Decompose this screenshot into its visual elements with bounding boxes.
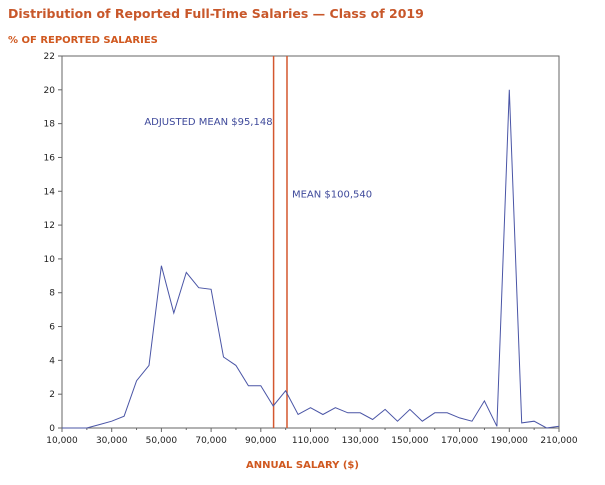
x-tick-label: 50,000 [146, 436, 178, 446]
reference-lines: ADJUSTED MEAN $95,148 MEAN $100,540 [144, 56, 372, 428]
x-tick-label: 90,000 [245, 436, 277, 446]
y-tick-label: 14 [44, 187, 56, 197]
y-tick-label: 22 [44, 52, 55, 62]
y-axis-label: % OF REPORTED SALARIES [8, 35, 158, 46]
y-tick-label: 16 [44, 153, 56, 163]
y-tick-label: 18 [44, 120, 56, 130]
x-tick-label: 210,000 [540, 436, 577, 446]
x-tick-label: 30,000 [96, 436, 128, 446]
plot-area-frame [61, 55, 560, 429]
y-tick-label: 2 [49, 390, 55, 400]
x-tick-label: 70,000 [195, 436, 227, 446]
salary-distribution-line [62, 89, 560, 429]
x-tick-label: 110,000 [292, 436, 329, 446]
x-axis-ticks: 10,000 30,000 50,000 70,000 90,000 110,000 130… [46, 428, 578, 446]
y-axis-ticks: 0 2 4 6 8 10 12 14 16 18 20 22 [44, 52, 62, 434]
x-tick-label: 170,000 [441, 436, 478, 446]
x-axis-label: ANNUAL SALARY ($) [246, 460, 359, 471]
x-tick-label: 130,000 [342, 436, 379, 446]
y-tick-label: 6 [49, 323, 55, 333]
x-tick-label: 150,000 [391, 436, 428, 446]
y-tick-label: 12 [44, 221, 55, 231]
mean-annotation-label: MEAN $100,540 [292, 190, 372, 201]
y-tick-label: 20 [44, 86, 56, 96]
x-tick-label: 190,000 [491, 436, 528, 446]
y-tick-label: 10 [44, 255, 56, 265]
mean-annotation-label: ADJUSTED MEAN $95,148 [144, 117, 272, 128]
y-tick-label: 0 [49, 424, 55, 434]
chart-title: Distribution of Reported Full-Time Salar… [8, 6, 424, 21]
y-tick-label: 8 [49, 289, 55, 299]
y-tick-label: 4 [49, 356, 55, 366]
x-tick-label: 10,000 [46, 436, 78, 446]
